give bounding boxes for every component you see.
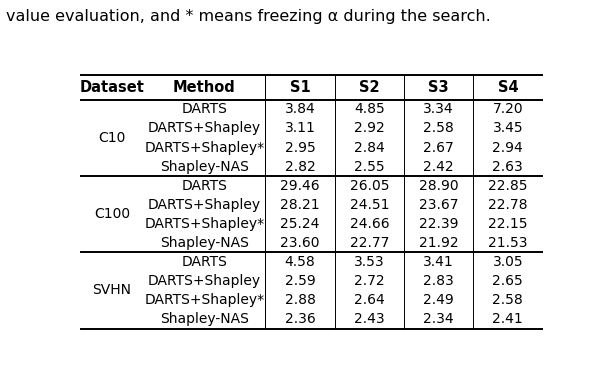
Text: 3.45: 3.45 [492,122,523,135]
Text: Shapley-NAS: Shapley-NAS [160,312,249,326]
Text: S3: S3 [428,80,449,95]
Text: Method: Method [173,80,236,95]
Text: 2.55: 2.55 [354,160,385,174]
Text: DARTS+Shapley*: DARTS+Shapley* [144,293,264,307]
Text: 26.05: 26.05 [350,179,389,193]
Text: 2.42: 2.42 [423,160,454,174]
Text: 3.84: 3.84 [285,102,316,116]
Text: S4: S4 [497,80,518,95]
Text: 3.53: 3.53 [354,255,385,269]
Text: 2.41: 2.41 [492,312,523,326]
Text: 2.58: 2.58 [492,293,523,307]
Text: 2.43: 2.43 [354,312,385,326]
Text: 22.85: 22.85 [488,179,528,193]
Text: SVHN: SVHN [92,283,131,297]
Text: 2.88: 2.88 [285,293,316,307]
Text: 3.41: 3.41 [423,255,454,269]
Text: 2.83: 2.83 [423,274,454,288]
Text: 24.66: 24.66 [350,217,389,231]
Text: Dataset: Dataset [80,80,144,95]
Text: 2.67: 2.67 [423,141,454,154]
Text: C10: C10 [98,131,126,145]
Text: 2.65: 2.65 [492,274,523,288]
Text: 22.78: 22.78 [488,198,528,212]
Text: DARTS+Shapley*: DARTS+Shapley* [144,217,264,231]
Text: C100: C100 [94,207,130,221]
Text: 2.64: 2.64 [354,293,385,307]
Text: DARTS+Shapley: DARTS+Shapley [148,274,261,288]
Text: 2.84: 2.84 [354,141,385,154]
Text: S1: S1 [289,80,311,95]
Text: 4.85: 4.85 [354,102,385,116]
Text: 2.82: 2.82 [285,160,316,174]
Text: 3.05: 3.05 [492,255,523,269]
Text: 28.21: 28.21 [280,198,320,212]
Text: 21.53: 21.53 [488,236,528,250]
Text: 2.63: 2.63 [492,160,523,174]
Text: 3.34: 3.34 [423,102,454,116]
Text: Shapley-NAS: Shapley-NAS [160,160,249,174]
Text: S2: S2 [359,80,379,95]
Text: 7.20: 7.20 [492,102,523,116]
Text: 28.90: 28.90 [419,179,458,193]
Text: value evaluation, and * means freezing α during the search.: value evaluation, and * means freezing α… [6,9,491,24]
Text: 4.58: 4.58 [285,255,316,269]
Text: 25.24: 25.24 [280,217,320,231]
Text: DARTS+Shapley: DARTS+Shapley [148,198,261,212]
Text: 2.72: 2.72 [354,274,385,288]
Text: 22.77: 22.77 [350,236,389,250]
Text: 2.58: 2.58 [423,122,454,135]
Text: Shapley-NAS: Shapley-NAS [160,236,249,250]
Text: 24.51: 24.51 [350,198,389,212]
Text: 2.36: 2.36 [285,312,316,326]
Text: 2.94: 2.94 [492,141,523,154]
Text: 2.92: 2.92 [354,122,385,135]
Text: 22.39: 22.39 [419,217,458,231]
Text: DARTS+Shapley*: DARTS+Shapley* [144,141,264,154]
Text: DARTS: DARTS [181,102,227,116]
Text: 22.15: 22.15 [488,217,528,231]
Text: 3.11: 3.11 [285,122,316,135]
Text: 2.49: 2.49 [423,293,454,307]
Text: 2.95: 2.95 [285,141,316,154]
Text: DARTS: DARTS [181,255,227,269]
Text: 23.60: 23.60 [280,236,320,250]
Text: DARTS+Shapley: DARTS+Shapley [148,122,261,135]
Text: 2.59: 2.59 [285,274,316,288]
Text: 23.67: 23.67 [419,198,458,212]
Text: 21.92: 21.92 [419,236,458,250]
Text: DARTS: DARTS [181,179,227,193]
Text: 29.46: 29.46 [280,179,320,193]
Text: 2.34: 2.34 [423,312,454,326]
